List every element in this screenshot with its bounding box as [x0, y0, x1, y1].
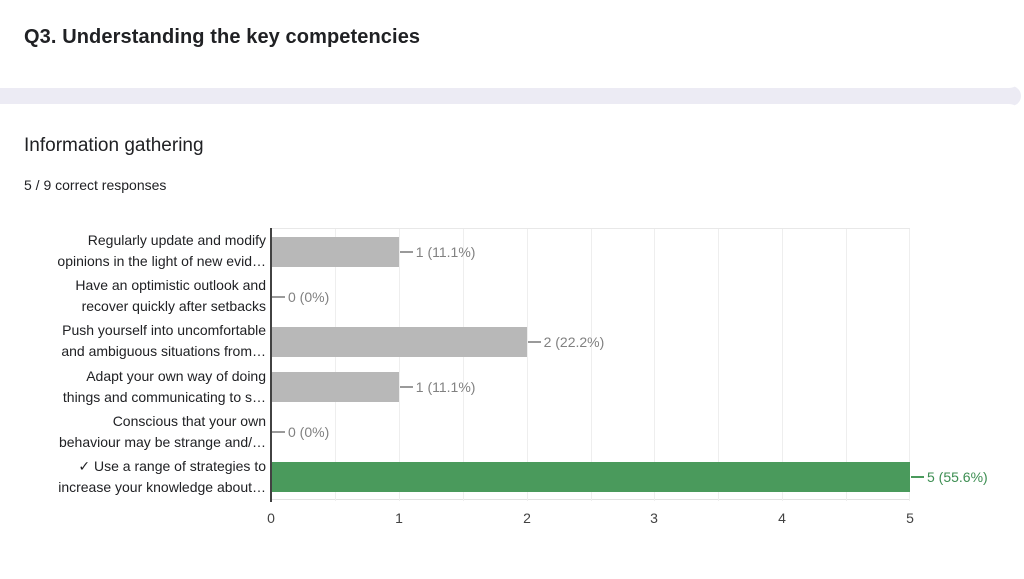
callout-line: [527, 340, 541, 343]
x-axis: 0 1 2 3 4 5: [267, 510, 914, 530]
gridline: [463, 229, 464, 501]
x-tick: 3: [650, 510, 658, 526]
callout-line: [399, 385, 413, 388]
bar-row: 5 (55.6%): [271, 454, 988, 499]
bar-value-label: 1 (11.1%): [415, 243, 476, 260]
bar: [271, 371, 399, 402]
callout-line: [399, 250, 413, 253]
category-label: Adapt your own way of doing things and co…: [62, 367, 266, 405]
category-label-correct: ✓ Use a range of strategies to increase y…: [58, 458, 266, 496]
gridline: [846, 229, 847, 501]
gridline: [399, 229, 400, 501]
callout-line: [272, 295, 285, 298]
question-title: Q3. Understanding the key competencies: [24, 26, 421, 48]
gridline: [527, 229, 528, 501]
bar-row: 2 (22.2%): [271, 319, 910, 364]
gridline: [718, 229, 719, 501]
bar-callout: 5 (55.6%): [911, 469, 988, 485]
x-tick: 0: [267, 510, 275, 526]
plot-area: 1 (11.1%) 0 (0%) 2 (22.2%): [270, 228, 988, 502]
callout-line: [911, 475, 924, 478]
x-tick: 1: [395, 510, 403, 526]
category-axis-labels: Regularly update and modify opinions in t…: [0, 228, 266, 500]
bar-callout: 1 (11.1%): [399, 243, 476, 260]
bar-rows: 1 (11.1%) 0 (0%) 2 (22.2%): [271, 229, 988, 499]
category-label: Push yourself into uncomfortable and ambi…: [61, 322, 266, 360]
bar-value-label: 1 (11.1%): [415, 378, 476, 395]
section-title: Information gathering: [24, 135, 204, 156]
bar-callout: 0 (0%): [272, 424, 329, 440]
category-label: Have an optimistic outlook and recover qu…: [75, 276, 266, 314]
gridline: [909, 229, 910, 501]
x-tick: 5: [906, 510, 914, 526]
x-tick: 2: [523, 510, 531, 526]
bar-value-label: 5 (55.6%): [927, 468, 988, 485]
bar-row: 0 (0%): [271, 274, 910, 319]
bar-row: 1 (11.1%): [271, 229, 910, 274]
category-label: Regularly update and modify opinions in t…: [57, 231, 266, 269]
bar-callout: 0 (0%): [272, 289, 329, 305]
bar-row: 1 (11.1%): [271, 364, 910, 409]
correct-responses-count: 5 / 9 correct responses: [24, 177, 167, 193]
bar-value-label: 0 (0%): [288, 288, 330, 305]
background-band: [0, 86, 1021, 106]
bar-value-label: 0 (0%): [288, 423, 330, 440]
bar-value-label: 2 (22.2%): [543, 333, 605, 350]
callout-line: [272, 430, 285, 433]
gridline: [335, 229, 336, 501]
bar: [271, 326, 527, 357]
gridline: [591, 229, 592, 501]
gridline: [654, 229, 655, 501]
question-header-card: Q3. Understanding the key competencies: [0, 0, 1021, 88]
bar-callout: 1 (11.1%): [399, 378, 476, 395]
gridline: [782, 229, 783, 501]
bar-row: 0 (0%): [271, 409, 910, 454]
x-tick: 4: [778, 510, 786, 526]
y-axis-line: [270, 228, 272, 502]
bar: [271, 236, 399, 267]
category-label: Conscious that your own behaviour may be …: [58, 412, 266, 450]
bar-callout: 2 (22.2%): [527, 333, 605, 350]
bar-correct: [271, 461, 910, 492]
chart-card: Information gathering 5 / 9 correct resp…: [0, 104, 1021, 579]
